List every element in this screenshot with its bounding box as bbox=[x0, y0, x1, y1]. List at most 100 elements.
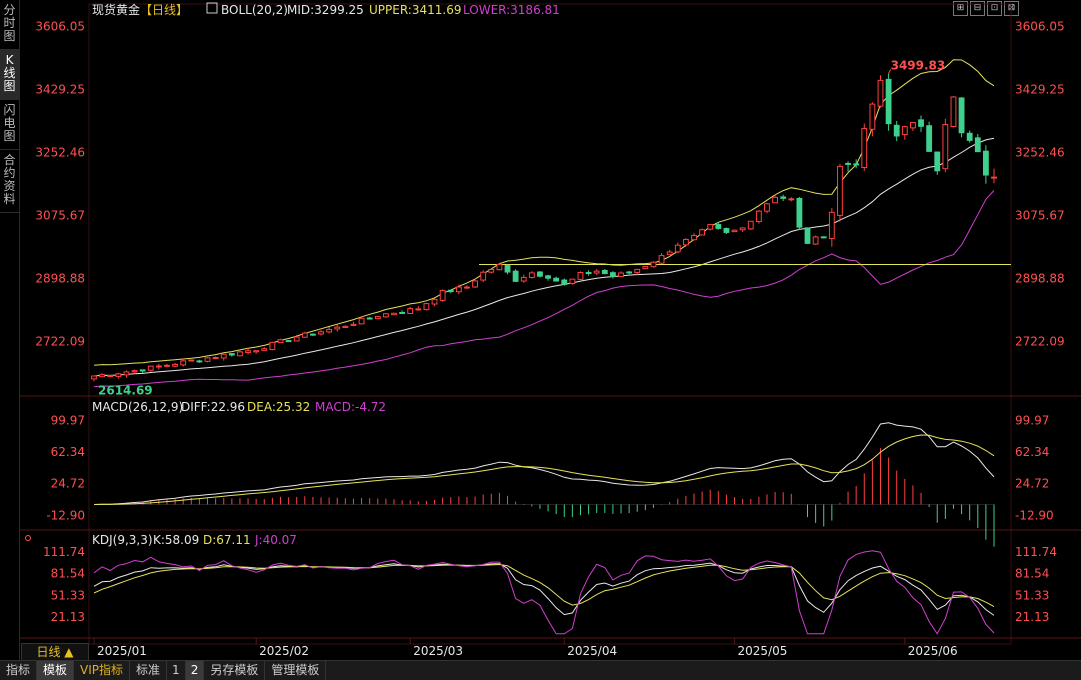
x-axis-label: 2025/06 bbox=[908, 644, 958, 658]
candle-body bbox=[180, 360, 187, 366]
candle-body bbox=[172, 363, 178, 367]
candle-body bbox=[982, 150, 989, 176]
candle-body bbox=[115, 373, 122, 377]
kdj-j: J:40.07 bbox=[254, 533, 297, 547]
kdj-left-label: 51.33 bbox=[51, 588, 85, 602]
price-left-label: 3075.67 bbox=[35, 208, 85, 222]
candle-body bbox=[196, 360, 203, 363]
x-axis-label: 2025/03 bbox=[413, 644, 463, 658]
x-axis-label: 2025/05 bbox=[738, 644, 788, 658]
candle-body bbox=[431, 298, 438, 305]
bottom-tab-1[interactable]: 模板 bbox=[37, 661, 75, 680]
window-button-icon-2[interactable]: ⊡ bbox=[987, 1, 1002, 16]
pane-marker-icon bbox=[25, 535, 31, 541]
candle-body bbox=[853, 163, 860, 166]
candle-body bbox=[107, 374, 114, 377]
boll-upper-line bbox=[93, 59, 995, 366]
candle-body bbox=[277, 339, 284, 344]
candle-body bbox=[253, 350, 260, 353]
candle-body bbox=[220, 353, 227, 359]
kdj-right-label: 51.33 bbox=[1015, 588, 1049, 602]
candle-body bbox=[415, 308, 422, 311]
candle-body bbox=[618, 272, 624, 277]
candle-body bbox=[472, 280, 478, 288]
candle-body bbox=[942, 123, 949, 170]
period-tag: 【日线】 bbox=[140, 3, 188, 17]
kdj-d-line bbox=[93, 563, 995, 608]
indicator-settings-icon[interactable] bbox=[206, 2, 218, 14]
candle-body bbox=[845, 162, 851, 165]
instrument-name: 现货黄金 bbox=[92, 2, 140, 17]
macd-value: MACD:-4.72 bbox=[315, 400, 386, 414]
bottom-tab-3[interactable]: 标准 bbox=[130, 661, 168, 680]
candle-body bbox=[812, 236, 819, 245]
candle-body bbox=[837, 165, 843, 216]
left-tab-1[interactable]: K线图 bbox=[0, 50, 19, 100]
candle-body bbox=[780, 196, 787, 199]
price-right-label: 3606.05 bbox=[1015, 20, 1065, 34]
left-tab-3[interactable]: 合约资料 bbox=[0, 150, 19, 213]
candle-body bbox=[934, 151, 941, 172]
macd-diff-line bbox=[93, 422, 995, 505]
candle-body bbox=[464, 286, 470, 289]
kdj-left-label: 81.54 bbox=[51, 567, 85, 581]
candle-body bbox=[828, 211, 835, 240]
candle-body bbox=[204, 357, 211, 362]
candle-body bbox=[334, 326, 341, 330]
candle-body bbox=[326, 328, 333, 333]
left-tab-0[interactable]: 分时图 bbox=[0, 0, 19, 50]
bottom-tab-7[interactable]: 管理模板 bbox=[265, 661, 327, 680]
candle-body bbox=[447, 289, 454, 293]
price-right-label: 2898.88 bbox=[1015, 271, 1065, 285]
bottom-tab-5[interactable]: 2 bbox=[185, 661, 205, 680]
candle-body bbox=[642, 266, 649, 270]
kdj-right-label: 111.74 bbox=[1015, 545, 1057, 559]
candle-body bbox=[366, 317, 373, 320]
candle-body bbox=[553, 277, 560, 282]
candle-body bbox=[528, 272, 535, 278]
bottom-tab-0[interactable]: 指标 bbox=[0, 661, 38, 680]
kdj-title: KDJ(9,3,3) bbox=[92, 533, 153, 547]
bottom-tab-6[interactable]: 另存模板 bbox=[204, 661, 266, 680]
candle-body bbox=[610, 272, 616, 277]
macd-right-label: -12.90 bbox=[1015, 508, 1054, 522]
kline-chart[interactable]: 现货黄金 【日线】 BOLL(20,2) MID:3299.25 UPPER:3… bbox=[19, 0, 1081, 660]
candle-body bbox=[164, 364, 170, 367]
candle-body bbox=[99, 374, 106, 378]
window-button-icon-0[interactable]: ⊞ bbox=[953, 1, 968, 16]
candle-body bbox=[358, 317, 365, 325]
candle-body bbox=[974, 137, 981, 153]
macd-right-label: 62.34 bbox=[1015, 445, 1049, 459]
candle-body bbox=[893, 124, 900, 137]
candle-body bbox=[131, 370, 138, 373]
bottom-tab-4[interactable]: 1 bbox=[167, 661, 186, 680]
candle-body bbox=[691, 235, 697, 241]
bottom-tab-2[interactable]: VIP指标 bbox=[74, 661, 131, 680]
left-tab-2[interactable]: 闪电图 bbox=[0, 100, 19, 150]
x-axis-label: 2025/01 bbox=[97, 644, 147, 658]
candle-body bbox=[650, 261, 657, 268]
candle-body bbox=[488, 269, 495, 273]
candle-body bbox=[545, 275, 551, 279]
candle-body bbox=[707, 224, 714, 230]
candle-body bbox=[593, 270, 600, 274]
candle-body bbox=[147, 365, 154, 371]
candle-body bbox=[139, 369, 146, 372]
candle-body bbox=[293, 336, 300, 342]
high-annotation: 3499.83 bbox=[891, 58, 946, 72]
kdj-d: D:67.11 bbox=[203, 533, 251, 547]
candle-body bbox=[301, 332, 308, 338]
period-selector-button[interactable]: 日线 ▲ bbox=[21, 643, 89, 661]
x-axis-label: 2025/04 bbox=[567, 644, 617, 658]
candle-body bbox=[504, 264, 511, 273]
candle-body bbox=[885, 78, 892, 125]
candle-body bbox=[496, 263, 503, 271]
candle-body bbox=[188, 359, 195, 362]
candle-body bbox=[423, 303, 430, 311]
candle-body bbox=[772, 196, 778, 204]
chart-frame bbox=[88, 3, 1012, 645]
kdj-right-label: 21.13 bbox=[1015, 610, 1049, 624]
candle-body bbox=[666, 251, 673, 256]
window-button-icon-1[interactable]: ⊟ bbox=[970, 1, 985, 16]
candle-body bbox=[245, 350, 251, 354]
